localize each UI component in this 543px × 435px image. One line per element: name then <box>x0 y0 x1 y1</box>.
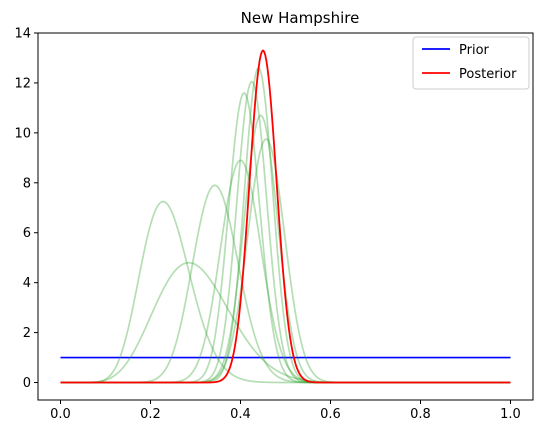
y-tick-label-2: 4 <box>23 276 31 291</box>
y-tick-label-4: 8 <box>23 176 31 191</box>
plot-frame <box>37 32 534 401</box>
y-tick-label-5: 10 <box>14 126 31 141</box>
sample-curve-3 <box>60 184 511 384</box>
legend-posterior-label: Posterior <box>459 67 517 82</box>
sample-curve-4 <box>60 159 511 384</box>
x-tick-label-3: 0.6 <box>320 407 341 422</box>
legend-box <box>412 36 530 90</box>
sample-curve-2 <box>60 261 511 384</box>
y-tick-label-3: 6 <box>23 226 31 241</box>
x-tick-label-5: 1.0 <box>500 407 521 422</box>
legend-prior-label: Prior <box>459 43 490 58</box>
x-tick-label-1: 0.2 <box>140 407 161 422</box>
y-tick-label-0: 0 <box>23 376 31 391</box>
sample-curve-8 <box>60 114 511 384</box>
series-layer <box>60 49 511 384</box>
x-tick-label-2: 0.4 <box>230 407 251 422</box>
legend: Prior Posterior <box>412 36 530 90</box>
x-tick-label-0: 0.0 <box>50 407 71 422</box>
x-tick-label-4: 0.8 <box>410 407 431 422</box>
sample-curve-9 <box>60 138 511 384</box>
axes: 0.0 0.2 0.4 0.6 0.8 1.0 0 2 4 6 8 10 12 14 <box>14 27 534 422</box>
y-tick-label-1: 2 <box>23 326 31 341</box>
sample-curve-7 <box>60 66 511 384</box>
posterior-curve <box>60 49 511 384</box>
chart-title: New Hampshire <box>241 9 360 27</box>
y-tick-label-6: 12 <box>14 76 31 91</box>
y-tick-label-7: 14 <box>14 27 31 42</box>
sample-curve-6 <box>60 80 511 384</box>
